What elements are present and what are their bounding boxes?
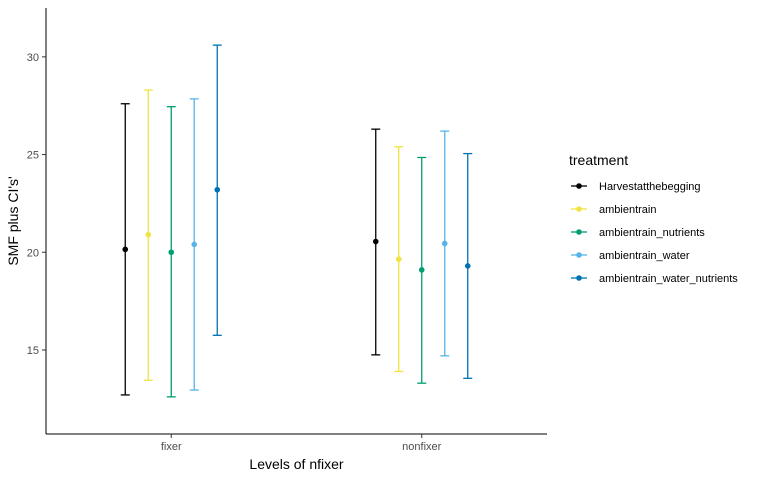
x-tick-label: nonfixer xyxy=(402,441,441,453)
point-nonfixer-Harvestatthebegging xyxy=(372,238,379,245)
y-tick-label: 15 xyxy=(27,345,39,357)
legend-label: ambientrain_water_nutrients xyxy=(599,273,738,285)
point-fixer-ambientrain_nutrients xyxy=(168,249,175,256)
y-ticks: 15 20 25 30 xyxy=(27,52,46,357)
legend-key-point xyxy=(576,206,582,212)
legend-item-ambientrain_water_nutrients: ambientrain_water_nutrients xyxy=(571,273,738,285)
point-fixer-Harvestatthebegging xyxy=(122,246,129,253)
series-ambientrain_water xyxy=(189,98,450,391)
x-axis-title: Levels of nfixer xyxy=(249,456,343,472)
point-nonfixer-ambientrain_water xyxy=(441,240,448,247)
point-nonfixer-ambientrain_nutrients xyxy=(418,267,425,273)
point-fixer-ambientrain xyxy=(145,231,152,238)
legend-key-point xyxy=(576,229,582,235)
series-ambientrain_water_nutrients xyxy=(212,44,473,379)
x-tick-label: fixer xyxy=(161,441,182,453)
legend-items: Harvestatthebegging ambientrain ambientrai… xyxy=(571,181,738,285)
legend-item-Harvestatthebegging: Harvestatthebegging xyxy=(571,181,701,193)
legend-item-ambientrain: ambientrain xyxy=(571,204,656,216)
series-Harvestatthebegging xyxy=(120,103,381,396)
legend-label: ambientrain_nutrients xyxy=(599,227,705,239)
legend-item-ambientrain_water: ambientrain_water xyxy=(571,250,690,262)
legend-key-point xyxy=(576,183,582,189)
y-tick-label: 25 xyxy=(27,150,39,162)
y-tick-label: 30 xyxy=(27,52,39,64)
y-axis-title: SMF plus CI's' xyxy=(5,176,21,265)
legend: treatment Harvestatthebegging ambientrain… xyxy=(569,152,738,285)
legend-key-point xyxy=(576,275,582,281)
legend-label: ambientrain xyxy=(599,204,656,216)
x-ticks: fixer nonfixer xyxy=(161,434,442,453)
point-nonfixer-ambientrain xyxy=(395,256,402,262)
point-nonfixer-ambientrain_water_nutrients xyxy=(464,263,471,269)
legend-key-point xyxy=(576,252,582,258)
series-ambientrain_nutrients xyxy=(166,106,427,398)
point-fixer-ambientrain_water_nutrients xyxy=(214,186,221,193)
legend-label: Harvestatthebegging xyxy=(599,181,701,193)
legend-title: treatment xyxy=(569,152,628,168)
legend-label: ambientrain_water xyxy=(599,250,690,262)
series-ambientrain xyxy=(143,89,404,381)
y-tick-label: 20 xyxy=(27,247,39,259)
legend-item-ambientrain_nutrients: ambientrain_nutrients xyxy=(571,227,705,239)
point-fixer-ambientrain_water xyxy=(191,241,198,248)
plot-area xyxy=(120,44,473,398)
